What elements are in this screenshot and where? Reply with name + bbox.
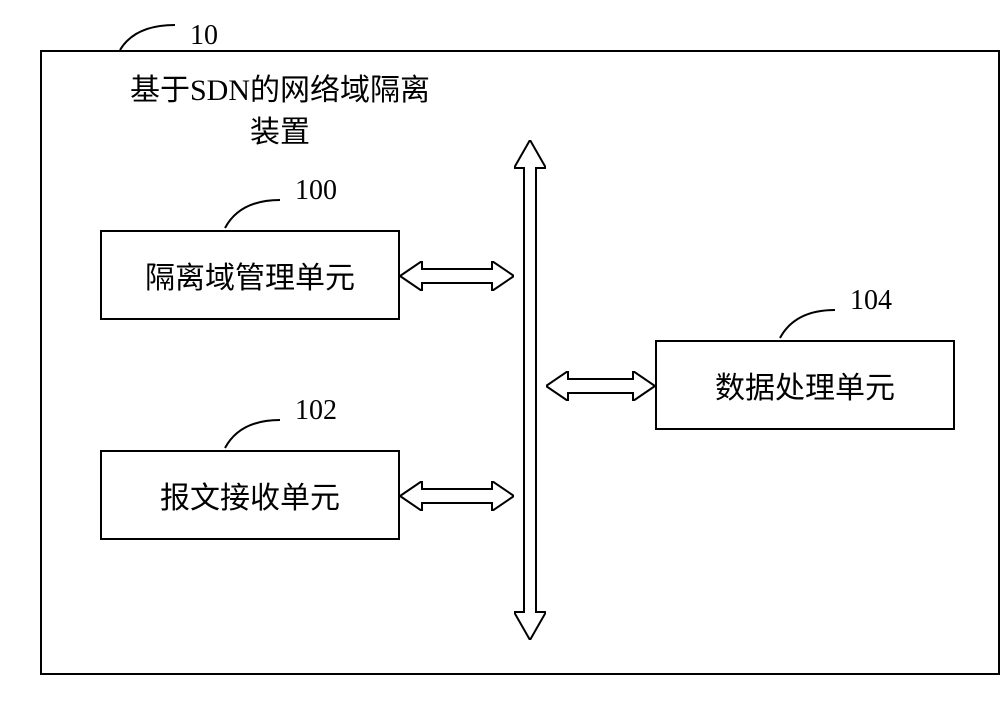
- message-receive-unit: 报文接收单元: [100, 450, 400, 540]
- vertical-bus-arrow: [514, 140, 546, 640]
- recv-unit-label: 报文接收单元: [160, 473, 340, 517]
- proc-unit-label: 数据处理单元: [715, 363, 895, 407]
- proc-ref-number: 104: [850, 285, 892, 317]
- h-arrow-recv-to-bus: [400, 481, 514, 511]
- diagram-title: 基于SDN的网络域隔离 装置: [100, 70, 460, 154]
- mgmt-ref-number: 100: [295, 175, 337, 207]
- h-arrow-mgmt-to-bus: [400, 261, 514, 291]
- data-processing-unit: 数据处理单元: [655, 340, 955, 430]
- diagram-title-line1: 基于SDN的网络域隔离: [100, 70, 460, 112]
- outer-ref-number: 10: [190, 20, 218, 52]
- recv-ref-lead: [220, 415, 290, 450]
- recv-ref-number: 102: [295, 395, 337, 427]
- mgmt-ref-lead: [220, 195, 290, 230]
- outer-ref-lead: [115, 20, 185, 55]
- h-arrow-bus-to-proc: [546, 371, 655, 401]
- mgmt-unit-label: 隔离域管理单元: [145, 253, 355, 297]
- isolation-domain-management-unit: 隔离域管理单元: [100, 230, 400, 320]
- proc-ref-lead: [775, 305, 845, 340]
- diagram-canvas: 10 基于SDN的网络域隔离 装置 100 隔离域管理单元 102 报文接收单元…: [20, 20, 1000, 695]
- diagram-title-line2: 装置: [100, 112, 460, 154]
